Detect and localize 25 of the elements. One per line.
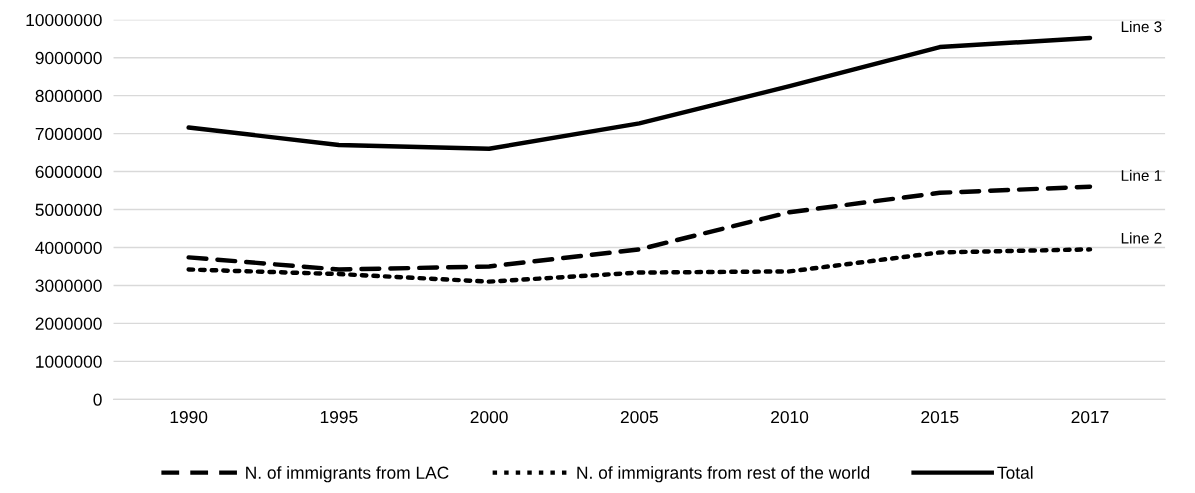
y-tick-label: 6000000 [35,165,102,179]
y-tick-label: 10000000 [26,13,102,27]
y-tick-label: 5000000 [35,203,102,216]
y-tick-label: 4000000 [35,241,102,254]
x-tick-label: 2010 [771,410,809,424]
y-tick-label: 0 [93,393,102,406]
y-tick-label: 3000000 [35,279,102,292]
annotation: Line 3 [1121,20,1162,33]
y-tick-label: 8000000 [35,89,102,103]
x-tick-label: 1995 [320,410,358,424]
x-tick-label: 1990 [170,410,208,424]
x-tick-label: 2017 [1071,410,1109,424]
annotation: Line 1 [1121,169,1162,181]
y-tick-label: 1000000 [36,355,102,368]
x-tick-label: 2015 [921,410,959,424]
y-tick-label: 7000000 [35,127,102,141]
y-tick-label: 2000000 [35,317,102,330]
y-tick-label: 9000000 [35,51,102,65]
annotation: Line 2 [1121,232,1162,244]
x-tick-label: 2005 [620,410,658,424]
line-series [186,35,1093,152]
legend-label: N. of immigrants from rest of the world [577,466,870,483]
x-tick-label: 2000 [470,410,508,424]
legend-label: Total [997,466,1033,479]
legend-label: N. of immigrants from LAC [246,466,449,483]
